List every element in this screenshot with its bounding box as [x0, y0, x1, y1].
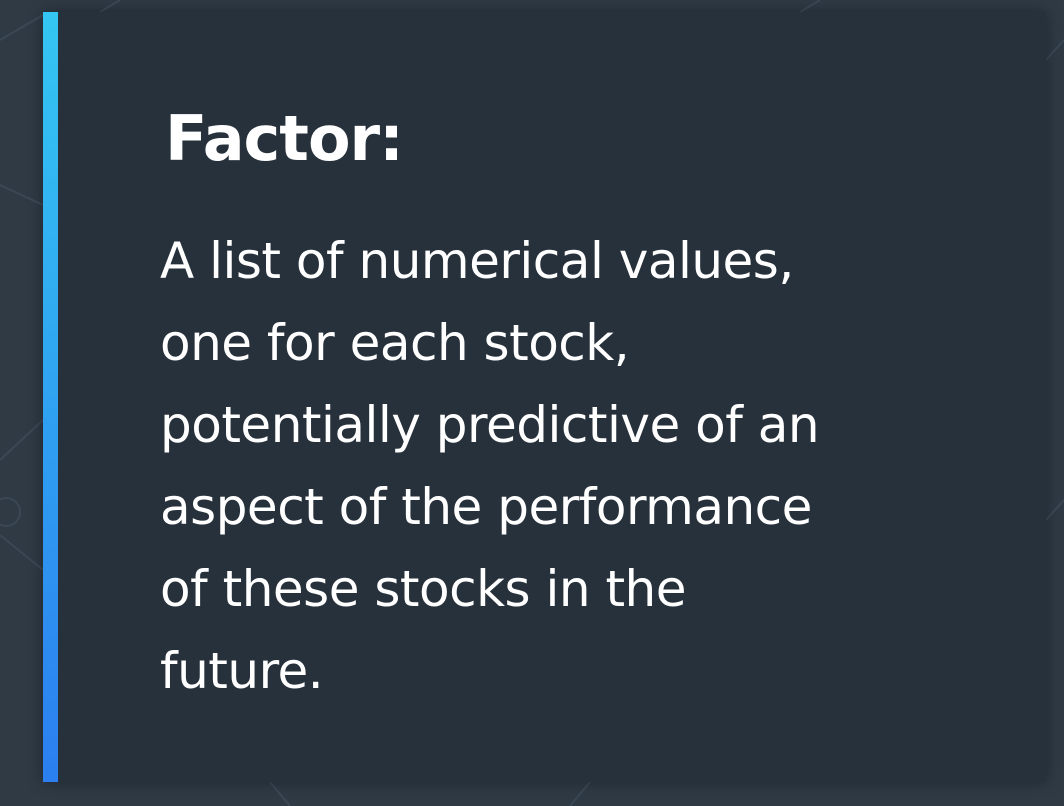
accent-bar: [43, 12, 58, 782]
definition-line: aspect of the performance: [160, 478, 812, 536]
term-title: Factor:: [165, 102, 404, 175]
term-definition: A list of numerical values, one for each…: [160, 220, 1020, 712]
definition-line: A list of numerical values,: [160, 232, 794, 290]
definition-card: Factor: A list of numerical values, one …: [43, 12, 1046, 782]
definition-line: potentially predictive of an: [160, 396, 820, 454]
definition-line: one for each stock,: [160, 314, 630, 372]
definition-line: of these stocks in the: [160, 560, 687, 618]
definition-line: future.: [160, 642, 324, 700]
